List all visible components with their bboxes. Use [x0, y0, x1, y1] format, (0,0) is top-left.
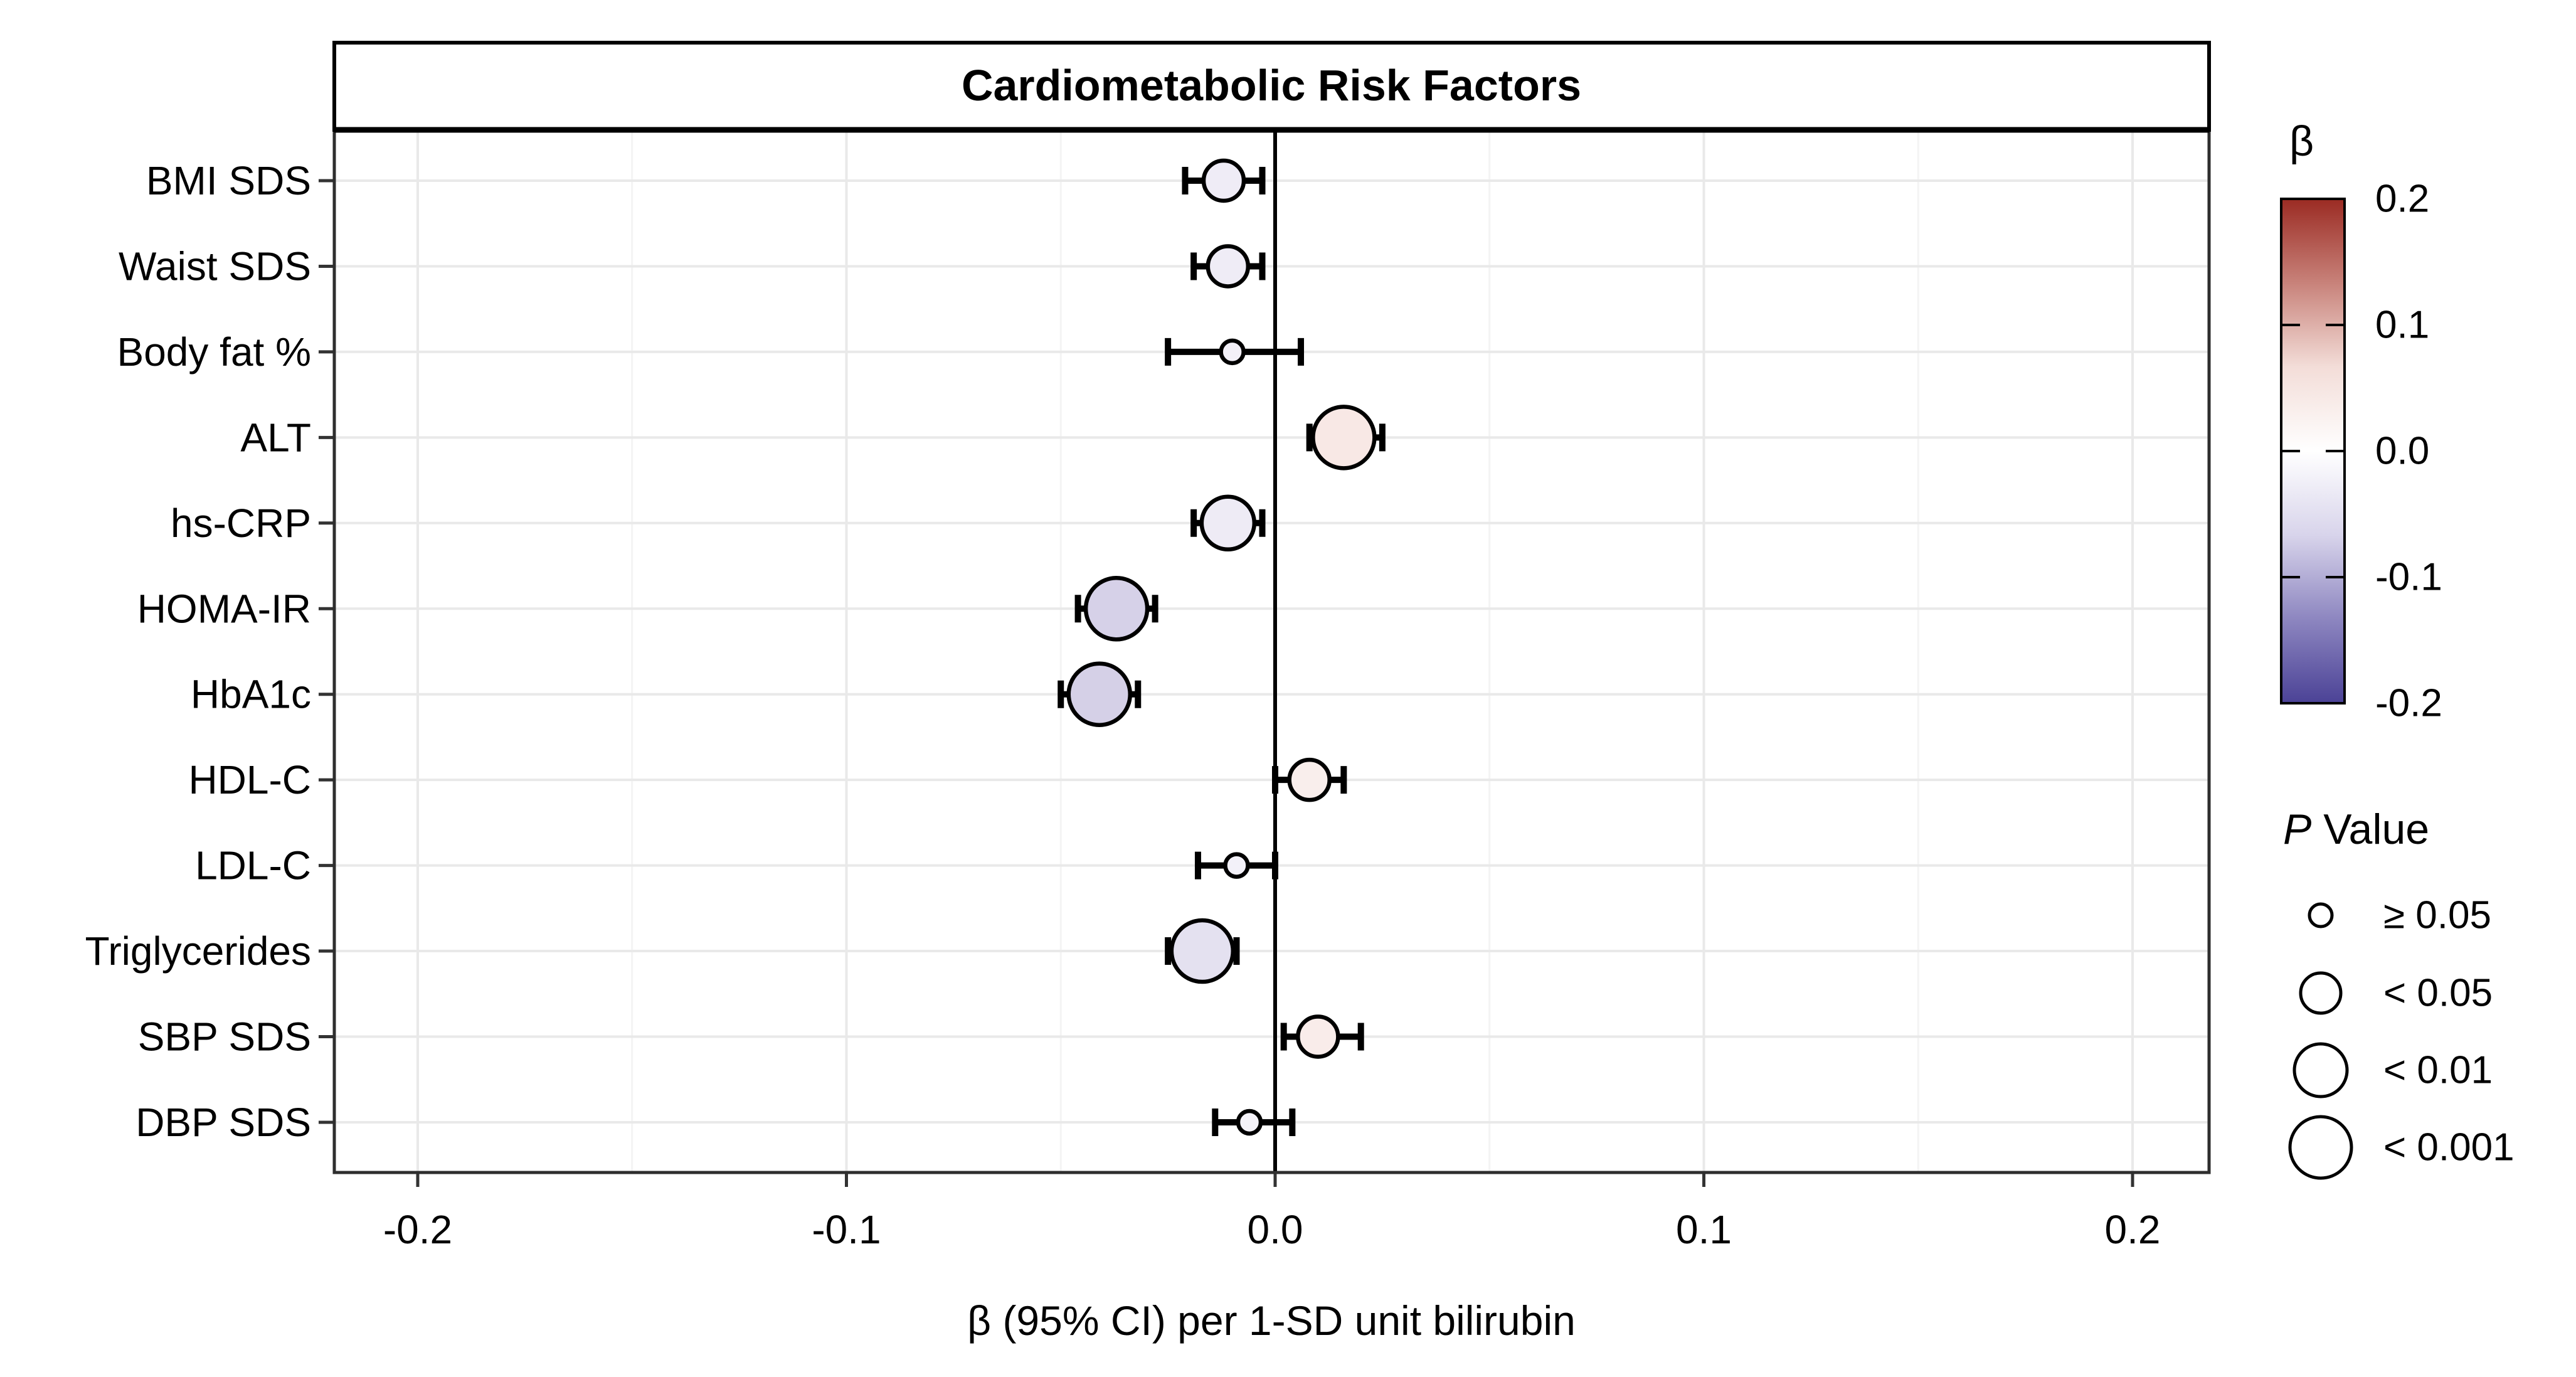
y-axis-label: DBP SDS [135, 1100, 311, 1145]
colorbar-label: -0.2 [2375, 682, 2442, 725]
point-Body fat % [1165, 338, 1305, 366]
x-axis-title: β (95% CI) per 1-SD unit bilirubin [967, 1297, 1576, 1344]
point-Triglycerides [1165, 918, 1240, 984]
y-axis-label: Triglycerides [85, 928, 311, 974]
y-axis-label: Waist SDS [119, 243, 311, 289]
beta-point [1311, 405, 1377, 471]
axis-layer: BMI SDS Waist SDS Body fat % ALT hs-CRP HOMA-… [85, 158, 2161, 1252]
beta-point [1199, 494, 1257, 552]
point-HbA1c [1057, 661, 1142, 727]
color-legend-title: β [2289, 117, 2314, 165]
x-tick-label: 0.1 [1676, 1207, 1732, 1252]
point-hs-CRP [1190, 494, 1266, 552]
colorbar-label: 0.0 [2375, 430, 2429, 473]
y-axis-label: hs-CRP [171, 501, 311, 546]
point-HOMA-IR [1074, 576, 1158, 642]
x-tick-label: 0.2 [2105, 1207, 2161, 1252]
y-axis-label: HDL-C [188, 757, 311, 802]
beta-point [1223, 852, 1250, 879]
beta-point [1287, 757, 1332, 802]
frame-layer [332, 41, 2211, 1174]
beta-point [1066, 661, 1133, 727]
x-tick-label: 0.0 [1248, 1207, 1303, 1252]
y-axis-label: LDL-C [195, 843, 311, 888]
y-axis-label: HOMA-IR [137, 586, 311, 631]
size-legend-circle [2292, 1042, 2349, 1098]
size-legend-label: < 0.05 [2383, 972, 2493, 1015]
beta-point [1219, 338, 1246, 366]
x-tick-label: -0.1 [812, 1207, 881, 1252]
point-BMI SDS [1182, 158, 1266, 203]
size-legend-label: < 0.01 [2383, 1049, 2493, 1092]
beta-point [1296, 1014, 1340, 1059]
size-legend-circle [2288, 1115, 2353, 1180]
size-legend-label: ≥ 0.05 [2383, 894, 2491, 937]
y-axis-label: SBP SDS [138, 1014, 311, 1060]
point-DBP SDS [1212, 1108, 1296, 1136]
size-legend: P Value ≥ 0.05 < 0.05 < 0.01 < 0.001 [2283, 805, 2515, 1180]
beta-point [1083, 576, 1150, 642]
beta-point [1201, 158, 1246, 203]
colorbar-label: 0.2 [2375, 178, 2429, 221]
size-legend-label: < 0.001 [2383, 1126, 2515, 1169]
y-axis-label: Body fat % [117, 329, 312, 375]
color-legend: β 0.2 0.1 0.0 -0.1 -0.2 [2280, 117, 2442, 725]
y-axis-label: HbA1c [191, 672, 311, 717]
size-legend-circle [2299, 971, 2343, 1015]
data-layer [1057, 158, 1386, 1136]
point-SBP SDS [1280, 1014, 1364, 1059]
beta-point [1236, 1109, 1263, 1136]
y-axis-label: BMI SDS [146, 158, 311, 203]
colorbar-label: -0.1 [2375, 556, 2442, 599]
beta-point [1206, 244, 1251, 289]
chart-title: Cardiometabolic Risk Factors [962, 61, 1581, 110]
panel-border [332, 128, 2211, 1174]
size-legend-title: P Value [2283, 805, 2429, 853]
y-axis-label: ALT [240, 415, 311, 460]
point-LDL-C [1194, 851, 1278, 880]
x-tick-label: -0.2 [383, 1207, 452, 1252]
colorbar-label: 0.1 [2375, 304, 2429, 347]
size-legend-circle [2308, 902, 2334, 928]
gridline-layer [334, 130, 2209, 1172]
point-Waist SDS [1190, 244, 1266, 289]
beta-point [1169, 918, 1236, 984]
point-ALT [1306, 405, 1386, 471]
point-HDL-C [1272, 757, 1347, 802]
